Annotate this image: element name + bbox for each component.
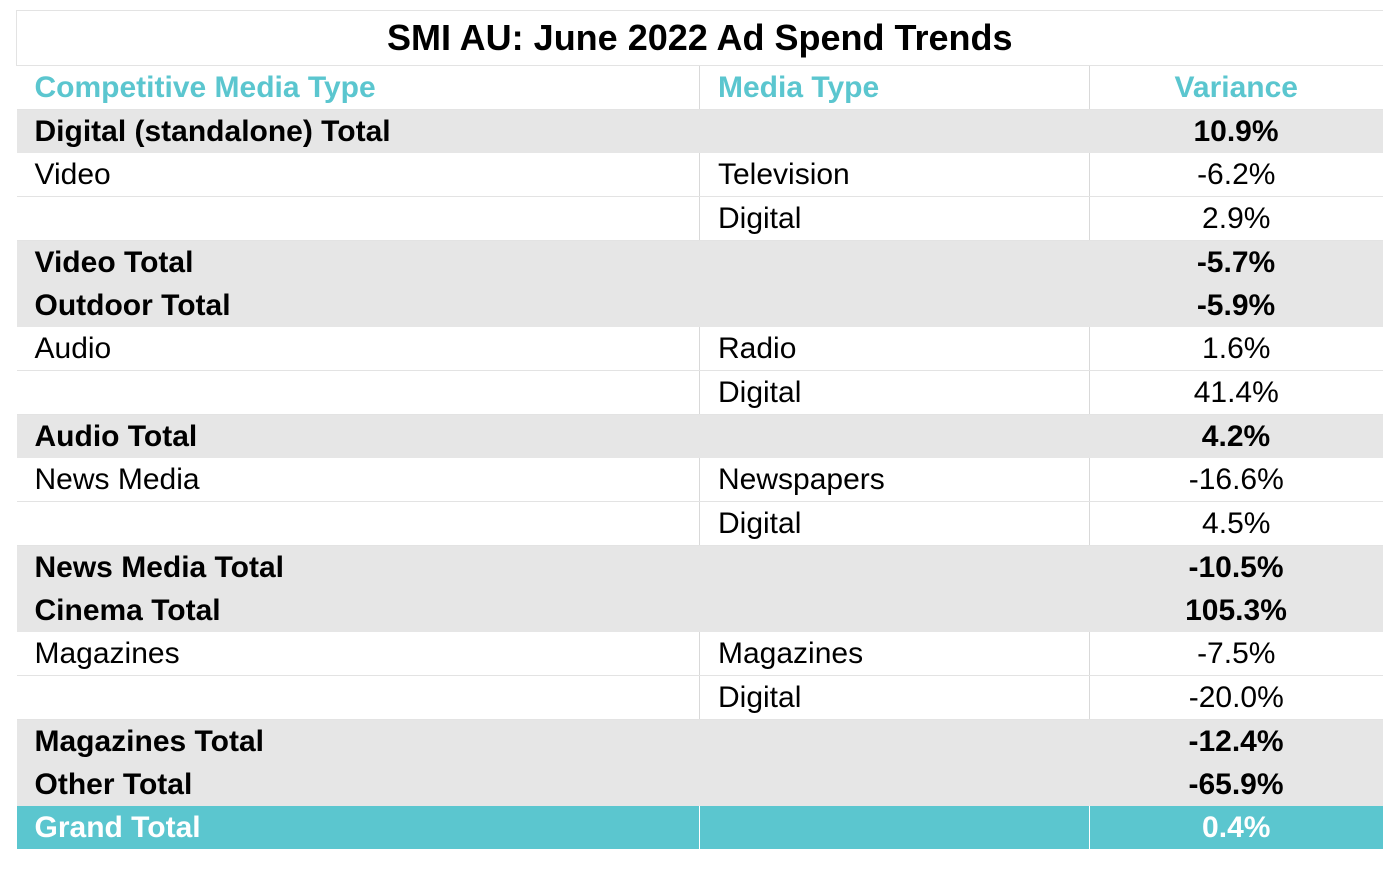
media-type-cell: Magazines xyxy=(699,632,1090,676)
competitive-media-type-cell: Video Total xyxy=(16,240,700,284)
variance-cell: 1.6% xyxy=(1089,327,1383,371)
table-row: Digital -20.0% xyxy=(16,675,1383,720)
competitive-media-type-cell: News Media xyxy=(16,458,700,502)
header-variance: Variance xyxy=(1089,65,1383,110)
competitive-media-type-cell xyxy=(16,196,700,241)
competitive-media-type-cell xyxy=(16,675,700,720)
total-row: Magazines Total -12.4% xyxy=(16,719,1383,763)
media-type-cell xyxy=(699,284,1090,327)
variance-cell: -10.5% xyxy=(1089,545,1383,589)
total-row: Audio Total 4.2% xyxy=(16,414,1383,458)
media-type-cell xyxy=(699,763,1090,806)
competitive-media-type-cell xyxy=(16,501,700,546)
variance-cell: -6.2% xyxy=(1089,153,1383,197)
variance-cell: -20.0% xyxy=(1089,675,1383,720)
table-row: Audio Radio 1.6% xyxy=(16,327,1383,371)
competitive-media-type-cell: Other Total xyxy=(16,763,700,806)
table-row: Digital 4.5% xyxy=(16,501,1383,546)
ad-spend-table: SMI AU: June 2022 Ad Spend Trends Compet… xyxy=(16,10,1383,849)
variance-cell: -65.9% xyxy=(1089,763,1383,806)
competitive-media-type-cell: Audio xyxy=(16,327,700,371)
table-row: Video Television -6.2% xyxy=(16,153,1383,197)
table-title: SMI AU: June 2022 Ad Spend Trends xyxy=(16,10,1383,66)
variance-cell: 4.5% xyxy=(1089,501,1383,546)
total-row: Outdoor Total -5.9% xyxy=(16,284,1383,327)
competitive-media-type-cell: Outdoor Total xyxy=(16,284,700,327)
total-row: Video Total -5.7% xyxy=(16,240,1383,284)
media-type-cell xyxy=(699,109,1090,153)
variance-cell: -16.6% xyxy=(1089,458,1383,502)
media-type-cell: Digital xyxy=(699,196,1090,241)
total-row: Digital (standalone) Total 10.9% xyxy=(16,109,1383,153)
variance-cell: 105.3% xyxy=(1089,589,1383,632)
media-type-cell xyxy=(699,589,1090,632)
media-type-cell xyxy=(699,414,1090,458)
header-competitive-media-type: Competitive Media Type xyxy=(16,65,700,110)
media-type-cell xyxy=(699,240,1090,284)
media-type-cell: Television xyxy=(699,153,1090,197)
media-type-cell xyxy=(699,545,1090,589)
media-type-cell: Digital xyxy=(699,501,1090,546)
media-type-cell xyxy=(699,719,1090,763)
competitive-media-type-cell: Cinema Total xyxy=(16,589,700,632)
table-row: Digital 2.9% xyxy=(16,196,1383,241)
competitive-media-type-cell: Digital (standalone) Total xyxy=(16,109,700,153)
table-row: Digital 41.4% xyxy=(16,370,1383,415)
competitive-media-type-cell: News Media Total xyxy=(16,545,700,589)
competitive-media-type-cell: Audio Total xyxy=(16,414,700,458)
media-type-cell: Digital xyxy=(699,675,1090,720)
total-row: Cinema Total 105.3% xyxy=(16,589,1383,632)
variance-cell: 41.4% xyxy=(1089,370,1383,415)
variance-cell: -5.9% xyxy=(1089,284,1383,327)
competitive-media-type-cell: Video xyxy=(16,153,700,197)
variance-cell: 4.2% xyxy=(1089,414,1383,458)
variance-cell: 0.4% xyxy=(1089,806,1383,849)
competitive-media-type-cell: Magazines Total xyxy=(16,719,700,763)
total-row: News Media Total -10.5% xyxy=(16,545,1383,589)
variance-cell: 10.9% xyxy=(1089,109,1383,153)
header-media-type: Media Type xyxy=(699,65,1090,110)
total-row: Other Total -65.9% xyxy=(16,763,1383,806)
media-type-cell: Newspapers xyxy=(699,458,1090,502)
variance-cell: -7.5% xyxy=(1089,632,1383,676)
media-type-cell xyxy=(699,806,1090,849)
title-row: SMI AU: June 2022 Ad Spend Trends xyxy=(16,10,1383,66)
table-row: News Media Newspapers -16.6% xyxy=(16,458,1383,502)
grand-total-row: Grand Total 0.4% xyxy=(16,806,1383,849)
table-row: Magazines Magazines -7.5% xyxy=(16,632,1383,676)
variance-cell: 2.9% xyxy=(1089,196,1383,241)
media-type-cell: Radio xyxy=(699,327,1090,371)
header-row: Competitive Media Type Media Type Varian… xyxy=(16,65,1383,110)
media-type-cell: Digital xyxy=(699,370,1090,415)
competitive-media-type-cell: Magazines xyxy=(16,632,700,676)
variance-cell: -12.4% xyxy=(1089,719,1383,763)
competitive-media-type-cell: Grand Total xyxy=(16,806,700,849)
competitive-media-type-cell xyxy=(16,370,700,415)
variance-cell: -5.7% xyxy=(1089,240,1383,284)
